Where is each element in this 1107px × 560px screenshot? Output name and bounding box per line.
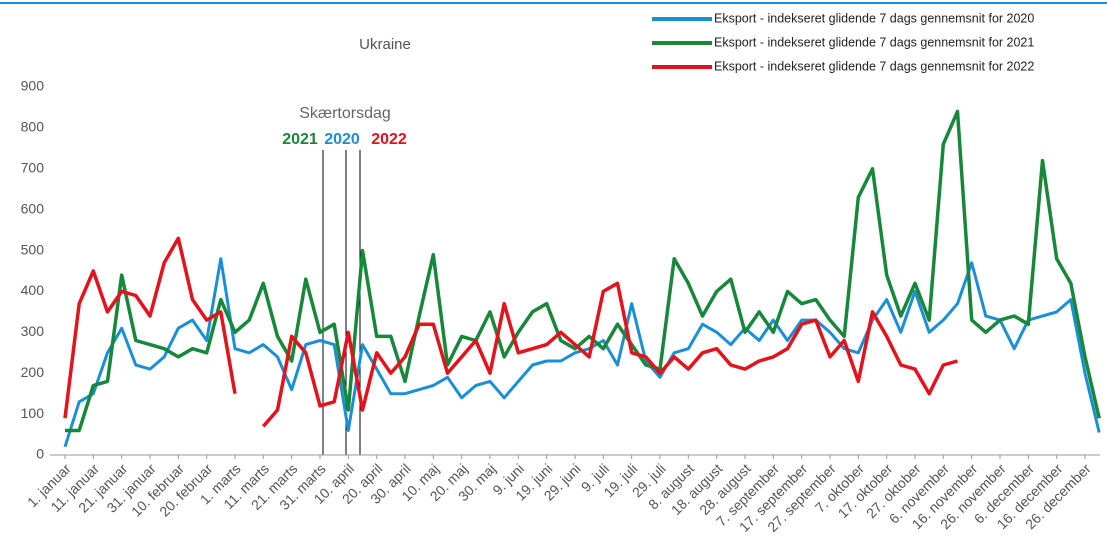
- y-tick-label: 800: [21, 119, 45, 135]
- legend-label: Eksport - indekseret glidende 7 dags gen…: [714, 11, 1034, 25]
- y-tick-label: 300: [21, 323, 45, 339]
- chart-title: Ukraine: [359, 36, 411, 53]
- y-tick-label: 900: [21, 78, 45, 94]
- y-tick-label: 400: [21, 282, 45, 298]
- legend-label: Eksport - indekseret glidende 7 dags gen…: [714, 35, 1034, 49]
- y-tick-label: 700: [21, 159, 45, 175]
- annotation-year: 2021: [282, 131, 318, 148]
- annotation-year: 2020: [324, 131, 360, 148]
- annotation: Skærtorsdag: [299, 105, 391, 122]
- y-tick-label: 200: [21, 364, 45, 380]
- y-tick-label: 600: [21, 200, 45, 216]
- series-line: [63, 236, 958, 428]
- annotation-year: 2022: [371, 131, 407, 148]
- legend-label: Eksport - indekseret glidende 7 dags gen…: [714, 59, 1034, 73]
- y-tick-label: 100: [21, 405, 45, 421]
- y-tick-label: 0: [36, 446, 44, 462]
- series-line: [65, 109, 1101, 433]
- y-tick-label: 500: [21, 241, 45, 257]
